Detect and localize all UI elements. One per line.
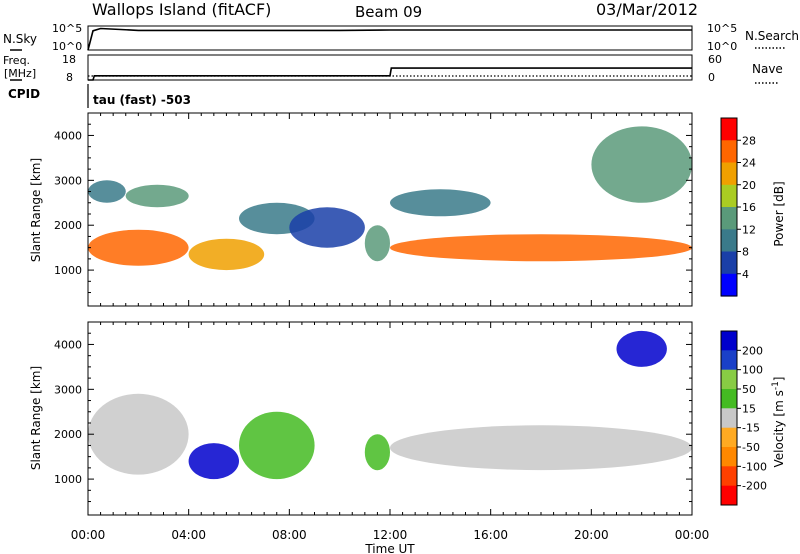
freq-tick-top: 18 (62, 53, 76, 66)
power-colorbar-segment (721, 140, 737, 164)
nsearch-tick-top: 10^5 (707, 22, 737, 35)
velocity-axis-ticks: 1000 2000 3000 4000 (54, 321, 693, 515)
y-tick-label: 4000 (54, 338, 82, 351)
power-blobs-region (390, 234, 692, 262)
power-blobs-region (88, 180, 126, 203)
velocity-colorbar-tick-label: 100 (742, 364, 763, 377)
x-tick-label: 00:00 (675, 528, 710, 542)
velocity-colorbar-tick-label: -200 (742, 480, 767, 493)
y-tick-label: 1000 (54, 473, 82, 486)
y-tick-label: 2000 (54, 219, 82, 232)
power-blobs-region (188, 238, 265, 271)
nave-label: Nave (752, 62, 783, 76)
velocity-colorbar-tick-label: 200 (742, 344, 763, 357)
velocity-ylabel: Slant Range [km] (29, 366, 43, 470)
vel-blobs-region (616, 330, 667, 367)
x-tick-label: 12:00 (373, 528, 408, 542)
nsky-panel (87, 25, 693, 51)
velocity-colorbar-segment (721, 350, 737, 371)
nsearch-tick-bottom: 10^0 (707, 40, 737, 53)
nave-tick-bottom: 0 (708, 71, 715, 84)
power-colorbar-segment (721, 273, 737, 297)
power-colorbar-segment (721, 229, 737, 253)
velocity-colorbar-tick-label: -100 (742, 460, 767, 473)
y-tick-label: 1000 (54, 264, 82, 277)
power-blobs-region (390, 189, 491, 217)
power-colorbar-tick-label: 24 (742, 157, 756, 170)
velocity-colorbar-segment (721, 447, 737, 467)
y-tick-label: 4000 (54, 129, 82, 142)
power-colorbar-tick-label: 8 (742, 246, 749, 259)
y-tick-label: 2000 (54, 428, 82, 441)
x-tick-label: 00:00 (71, 528, 106, 542)
velocity-colorbar-segment (721, 427, 737, 448)
velocity-heatmap (88, 330, 692, 480)
power-colorbar-tick-label: 12 (742, 223, 756, 236)
velocity-colorbar-tick-label: 50 (742, 383, 756, 396)
vel-blobs-region (390, 425, 692, 471)
vel-blobs-region (88, 393, 189, 475)
power-axis-ticks: 1000 2000 3000 4000 (54, 112, 693, 306)
velocity-colorbar-segment (721, 408, 737, 429)
power-colorbar-segment (721, 251, 737, 275)
nsearch-label: N.Search (745, 29, 799, 43)
power-colorbar-segment (721, 184, 737, 208)
velocity-colorbar: 200 100 50 15 -15 -50 -100 -200 (720, 330, 767, 506)
velocity-colorbar-segment (721, 466, 737, 487)
nave-tick-top: 60 (708, 53, 722, 66)
power-blobs-region (125, 184, 189, 208)
vel-blobs-region (364, 434, 390, 471)
time-axis-labels: 00:00 04:00 08:00 12:00 16:00 20:00 00:00 (71, 528, 710, 542)
power-colorbar-segment (721, 118, 737, 141)
power-heatmap (88, 126, 692, 271)
y-tick-label: 3000 (54, 383, 82, 396)
power-colorbar: 4 8 12 16 20 24 28 (720, 117, 756, 297)
nsky-tick-bottom: 10^0 (52, 40, 82, 53)
power-blobs-region (591, 126, 692, 203)
power-panel-bg (88, 113, 692, 306)
velocity-colorbar-tick-label: 15 (742, 402, 756, 415)
nsky-tick-top: 10^5 (52, 22, 82, 35)
power-colorbar-segment (721, 207, 737, 230)
power-blobs-region (88, 229, 189, 266)
x-tick-label: 08:00 (272, 528, 307, 542)
time-axis-title: Time UT (364, 542, 415, 554)
velocity-colorbar-segment (721, 331, 737, 351)
nsky-line (87, 27, 692, 51)
power-blobs-region (289, 207, 365, 248)
x-tick-label: 04:00 (171, 528, 206, 542)
x-tick-label: 20:00 (574, 528, 609, 542)
freq-label-line2: [MHz] (4, 67, 36, 80)
velocity-colorbar-tick-label: -50 (742, 441, 760, 454)
power-colorbar-tick-label: 4 (742, 268, 749, 281)
velocity-colorbar-segment (721, 485, 737, 506)
y-tick-label: 3000 (54, 174, 82, 187)
station-title: Wallops Island (fitACF) (92, 0, 271, 19)
power-ylabel: Slant Range [km] (29, 158, 43, 262)
power-colorbar-segment (721, 162, 737, 186)
velocity-panel-bg (88, 322, 692, 515)
power-blobs-region (364, 225, 390, 262)
power-colorbar-tick-label: 16 (742, 201, 756, 214)
cpid-value: tau (fast) -503 (93, 93, 191, 107)
vel-blobs-region (238, 411, 315, 480)
velocity-colorbar-label: Velocity [m s-1] (771, 377, 786, 468)
velocity-colorbar-tick-label: -15 (742, 422, 760, 435)
x-tick-label: 16:00 (473, 528, 508, 542)
nsky-label: N.Sky (3, 32, 37, 46)
power-colorbar-tick-label: 20 (742, 179, 756, 192)
freq-tick-bottom: 8 (66, 71, 73, 84)
date-label: 03/Mar/2012 (596, 0, 698, 19)
freq-label-line1: Freq. (3, 54, 30, 67)
velocity-colorbar-segment (721, 389, 737, 409)
power-colorbar-label: Power [dB] (772, 181, 786, 246)
beam-label: Beam 09 (355, 3, 422, 21)
velocity-colorbar-segment (721, 369, 737, 390)
freq-line (88, 67, 692, 81)
cpid-label: CPID (8, 87, 40, 101)
power-colorbar-tick-label: 28 (742, 134, 756, 147)
vel-blobs-region (188, 443, 239, 480)
velocity-colorbar-frame (720, 330, 738, 506)
